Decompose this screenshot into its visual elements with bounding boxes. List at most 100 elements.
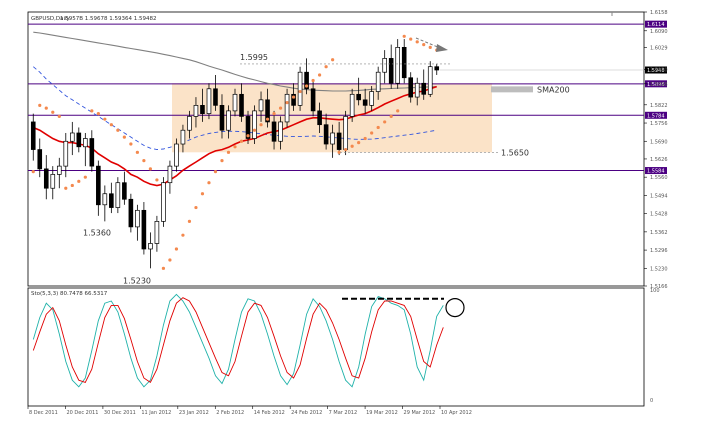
- candle-body-4: [56, 165, 62, 175]
- sar-dot-60: [422, 42, 426, 47]
- candle-body-15: [128, 198, 134, 228]
- price-tick-label-14: 1.5230: [650, 266, 668, 272]
- time-tick-label-3: 11 Jan 2012: [141, 410, 171, 416]
- level-lines-layer: 1.6114 1.5898 1.5784 1.5584 1.5948: [28, 20, 667, 175]
- price-tick-label-11: 1.5428: [650, 212, 668, 218]
- sar-dot-8: [83, 175, 87, 179]
- candle-body-31: [232, 93, 238, 112]
- candle-body-47: [336, 132, 342, 150]
- chart-title: GBPUSD,Daily: [31, 16, 71, 22]
- sar-dot-59: [415, 40, 419, 44]
- level-label-1: 1.5898: [647, 82, 665, 88]
- sar-dot-20: [161, 266, 166, 270]
- candle-body-61: [427, 66, 433, 95]
- price-tick-label-4: 1.5898: [650, 82, 668, 88]
- ma-gray-line: [33, 31, 437, 92]
- sar-dot-13: [116, 128, 120, 132]
- price-tick-label-6: 1.5756: [650, 121, 668, 127]
- sar-dot-34: [252, 128, 257, 132]
- label-1-5230: 1.5230: [123, 276, 151, 285]
- sar-dot-52: [370, 131, 374, 135]
- sar-dot-37: [272, 112, 276, 116]
- level-tag-0: [645, 20, 667, 28]
- candle-body-19: [154, 221, 160, 244]
- candle-body-16: [135, 209, 140, 228]
- sar-dot-17: [142, 159, 146, 163]
- sar-dot-18: [148, 167, 152, 171]
- candle-body-32: [239, 93, 244, 117]
- sar-dot-19: [155, 178, 159, 182]
- candle-body-33: [245, 116, 251, 139]
- sar-dot-39: [285, 100, 289, 105]
- price-tick-label-3: 1.5950: [650, 67, 668, 73]
- ohlc-values: 1.5957B 1.59678 1.59364 1.59482: [60, 16, 157, 22]
- price-tick-label-7: 1.5690: [650, 139, 668, 145]
- level-tag-2: [645, 111, 667, 119]
- price-tick-label-10: 1.5494: [650, 193, 668, 199]
- price-tick-label-12: 1.5362: [650, 230, 668, 236]
- candle-body-62: [434, 66, 440, 71]
- candle-body-42: [304, 71, 309, 90]
- candle-body-50: [356, 93, 361, 101]
- stochastic-layer: 100 0: [32, 288, 660, 404]
- candle-body-10: [96, 165, 101, 206]
- candle-body-53: [375, 71, 381, 92]
- price-axis-layer: 1.6158 1.6090 1.6029 1.5950 1.5898 1.5822 1.57…: [644, 10, 668, 290]
- sar-dot-45: [324, 65, 328, 69]
- sar-dot-22: [174, 247, 179, 251]
- candle-body-58: [408, 77, 414, 98]
- candle-body-35: [258, 99, 264, 112]
- price-tick-label-15: 1.5166: [650, 284, 668, 290]
- sar-dot-61: [428, 45, 432, 49]
- sar-dot-6: [70, 183, 74, 188]
- candle-body-40: [291, 93, 296, 106]
- candles-layer: [30, 39, 440, 269]
- trend-arrow-head: [436, 44, 448, 52]
- candle-body-13: [115, 182, 121, 208]
- time-tick-label-9: 19 Mar 2012: [366, 410, 398, 416]
- candle-body-5: [63, 140, 69, 167]
- label-sma200: SMA200: [537, 85, 570, 94]
- stoch-line-1: [32, 297, 444, 384]
- candle-body-6: [69, 132, 75, 142]
- sar-dot-32: [239, 139, 244, 143]
- candle-body-28: [213, 88, 218, 106]
- sar-dot-10: [96, 112, 100, 116]
- sar-dot-1: [38, 103, 42, 107]
- candle-body-59: [414, 82, 420, 98]
- candle-body-46: [330, 132, 335, 145]
- candle-body-41: [297, 71, 303, 106]
- price-panel-frame: [27, 11, 645, 287]
- current-price-tag: [645, 66, 667, 74]
- stochastic-title: Sto(5,3,3) 80.7478 66.5317: [31, 291, 108, 297]
- candle-body-44: [317, 110, 322, 126]
- candle-body-43: [310, 88, 316, 112]
- sar-dot-16: [135, 150, 139, 154]
- candle-body-3: [50, 174, 56, 189]
- candle-body-1: [37, 149, 43, 170]
- sar-dot-40: [291, 95, 296, 99]
- sar-dot-36: [265, 117, 270, 121]
- candle-body-51: [362, 99, 368, 106]
- sar-dot-58: [409, 37, 413, 41]
- sar-dot-44: [318, 73, 322, 77]
- price-tick-label-5: 1.5822: [650, 103, 668, 109]
- sar-dot-48: [344, 147, 348, 152]
- candle-body-7: [76, 132, 82, 148]
- sar-dot-49: [350, 144, 354, 148]
- candle-body-56: [395, 47, 401, 84]
- sar-dot-15: [129, 142, 133, 146]
- candle-body-57: [401, 47, 407, 79]
- candle-body-23: [180, 129, 186, 145]
- sar-dot-2: [44, 106, 48, 110]
- candle-body-22: [174, 143, 179, 167]
- level-label-3: 1.5584: [647, 169, 665, 175]
- time-tick-label-4: 23 Jan 2012: [179, 410, 209, 416]
- sar-dot-24: [187, 219, 192, 223]
- candle-body-60: [421, 82, 427, 95]
- time-tick-label-2: 30 Dec 2011: [104, 410, 136, 416]
- stoch-line-0: [32, 293, 444, 388]
- sar-dot-53: [376, 125, 380, 130]
